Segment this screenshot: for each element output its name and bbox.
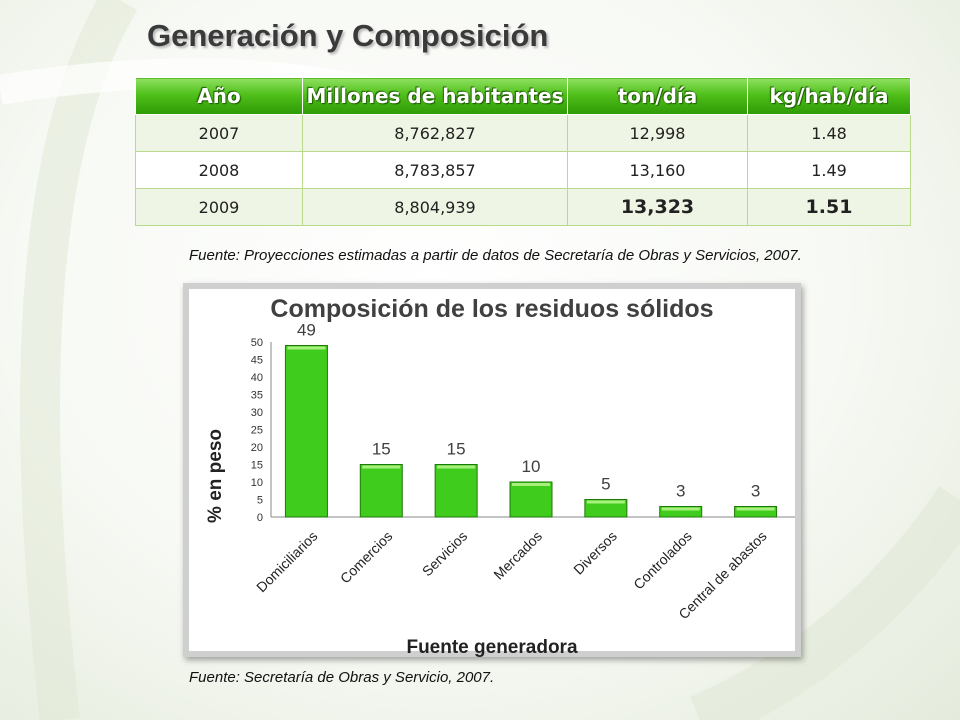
y-tick-label: 10: [251, 477, 263, 489]
table-header-row: Año Millones de habitantes ton/día kg/ha…: [135, 77, 911, 115]
bar-value-label: 49: [297, 321, 316, 340]
bar: [434, 464, 478, 518]
y-tick-label: 15: [251, 460, 263, 472]
chart-title: Composición de los residuos sólidos: [270, 295, 714, 323]
bar: [509, 481, 553, 518]
y-tick-label: 5: [257, 495, 263, 507]
bar: [584, 499, 628, 518]
bar: [659, 506, 703, 518]
cell-tons-per-day: 12,998: [567, 114, 748, 152]
header-kg-per-person-day: kg/hab/día: [747, 77, 911, 115]
slide-title: Generación y Composición: [147, 18, 549, 53]
y-tick-label: 35: [251, 390, 263, 402]
x-tick-label: Diversos: [570, 528, 620, 578]
cell-population: 8,804,939: [302, 188, 568, 226]
cell-year: 2008: [135, 151, 303, 189]
y-tick-label: 50: [251, 337, 263, 349]
table-row: 2007 8,762,827 12,998 1.48: [135, 114, 911, 152]
cell-population: 8,783,857: [302, 151, 568, 189]
y-tick-label: 30: [251, 407, 263, 419]
bar: [359, 464, 403, 518]
chart-panel: Composición de los residuos sólidos % en…: [183, 283, 801, 658]
bar-value-label: 15: [447, 440, 466, 459]
bar-value-label: 3: [676, 482, 685, 501]
table-source-note: Fuente: Proyecciones estimadas a partir …: [189, 247, 802, 264]
x-tick-label: Servicios: [419, 528, 470, 579]
bar-highlight: [586, 500, 625, 504]
cell-year: 2007: [135, 114, 303, 152]
bar-highlight: [661, 507, 700, 511]
bar: [734, 506, 778, 518]
chart-x-axis-label: Fuente generadora: [406, 637, 578, 658]
cell-population: 8,762,827: [302, 114, 568, 152]
bar-value-label: 15: [372, 440, 391, 459]
generation-table: Año Millones de habitantes ton/día kg/ha…: [135, 77, 911, 226]
bar-highlight: [736, 507, 775, 511]
bar-highlight: [437, 465, 476, 469]
table-row: 2008 8,783,857 13,160 1.49: [135, 151, 911, 189]
x-tick-label: Domiciliarios: [253, 528, 320, 595]
bar-highlight: [287, 346, 326, 350]
cell-tons-per-day: 13,160: [567, 151, 748, 189]
bar-value-label: 3: [751, 482, 760, 501]
y-tick-label: 20: [251, 442, 263, 454]
chart-source-note: Fuente: Secretaría de Obras y Servicio, …: [189, 669, 495, 686]
x-tick-label: Controlados: [630, 528, 695, 593]
header-population: Millones de habitantes: [302, 77, 568, 115]
table-row: 2009 8,804,939 13,323 1.51: [135, 188, 911, 226]
bar-value-label: 10: [522, 457, 541, 476]
bar-chart: 0510152025303540455049Domiciliarios15Com…: [251, 321, 795, 622]
cell-year: 2009: [135, 188, 303, 226]
cell-kg-per-person-day: 1.51: [747, 188, 911, 226]
bar-highlight: [362, 465, 401, 469]
bar-highlight: [512, 483, 550, 486]
y-tick-label: 45: [251, 355, 263, 367]
cell-kg-per-person-day: 1.48: [747, 114, 911, 152]
y-tick-label: 25: [251, 425, 263, 437]
cell-kg-per-person-day: 1.49: [747, 151, 911, 189]
x-tick-label: Comercios: [337, 528, 396, 587]
bar: [284, 345, 328, 518]
x-tick-label: Mercados: [490, 528, 545, 583]
cell-tons-per-day: 13,323: [567, 188, 748, 226]
y-tick-label: 40: [251, 372, 263, 384]
header-tons-per-day: ton/día: [567, 77, 748, 115]
header-year: Año: [135, 77, 303, 115]
y-tick-label: 0: [257, 512, 263, 524]
bar-value-label: 5: [601, 475, 610, 494]
